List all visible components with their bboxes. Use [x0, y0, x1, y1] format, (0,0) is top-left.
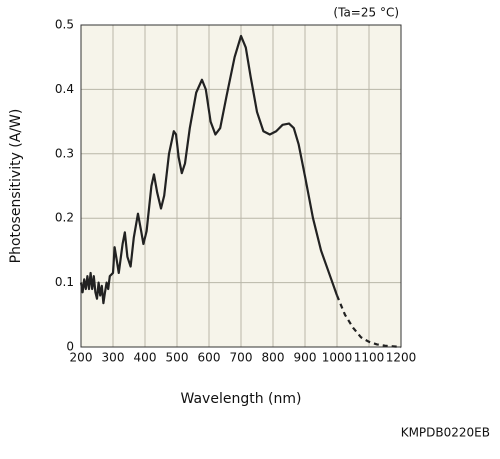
x-tick-label: 1100	[354, 351, 385, 365]
y-tick-label: 0.2	[55, 211, 74, 225]
y-tick-label: 0.4	[55, 82, 74, 96]
data-line	[335, 295, 402, 349]
x-tick-label: 800	[262, 351, 285, 365]
x-axis-title: Wavelength (nm)	[181, 391, 302, 407]
x-tick-label: 600	[198, 351, 221, 365]
x-tick-label: 900	[294, 351, 317, 365]
y-tick-label: 0	[66, 340, 74, 354]
x-tick-label: 200	[70, 351, 93, 365]
y-axis-title: Photosensitivity (A/W)	[8, 109, 24, 264]
x-tick-label: 1200	[386, 351, 417, 365]
x-tick-label: 300	[102, 351, 125, 365]
condition-note: (Ta=25 °C)	[333, 6, 399, 20]
x-tick-label: 400	[134, 351, 157, 365]
x-tick-label: 1000	[322, 351, 353, 365]
plot-frame	[80, 24, 402, 348]
y-tick-label: 0.1	[55, 275, 74, 289]
document-code: KMPDB0220EB	[401, 426, 490, 440]
x-tick-label: 500	[166, 351, 189, 365]
y-tick-label: 0.3	[55, 146, 74, 160]
y-tick-label: 0.5	[55, 18, 74, 32]
x-tick-label: 700	[230, 351, 253, 365]
data-line	[79, 34, 339, 305]
